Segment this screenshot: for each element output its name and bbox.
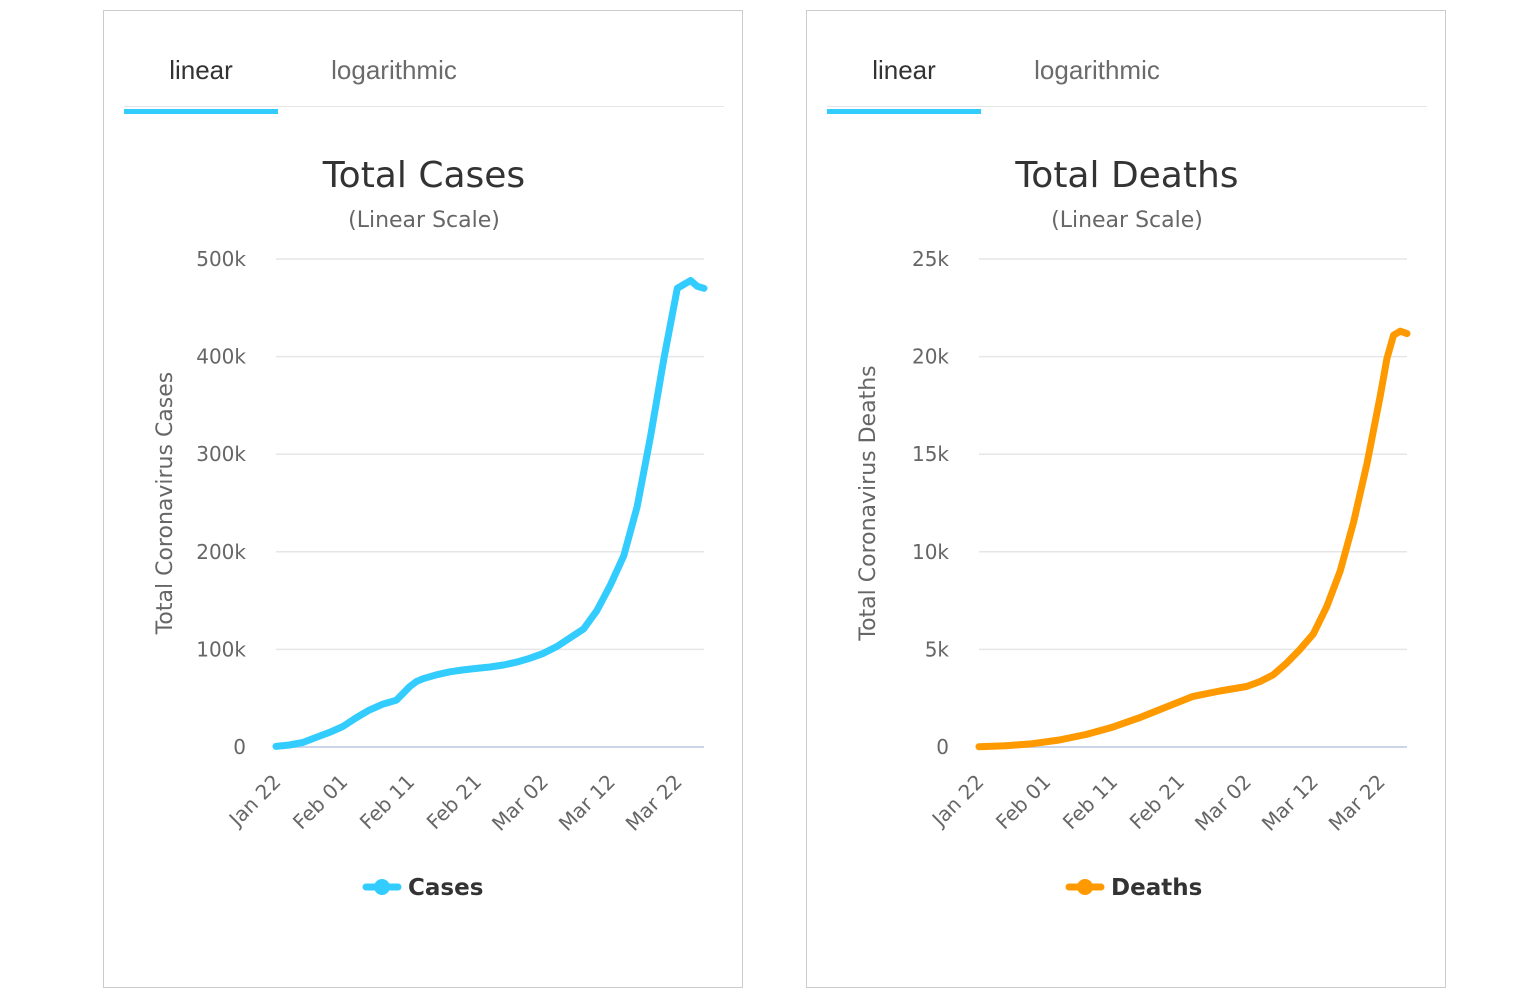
y-tick-label: 25k [912, 247, 949, 271]
tab-logarithmic[interactable]: logarithmic [1034, 55, 1160, 85]
x-tick-label: Feb 21 [422, 770, 487, 835]
y-tick-label: 200k [196, 540, 246, 564]
x-tick-label: Jan 22 [926, 770, 989, 833]
tab-logarithmic[interactable]: logarithmic [331, 55, 457, 85]
x-tick-label: Feb 11 [355, 770, 420, 835]
cases-chart-panel: linear logarithmic Total Cases (Linear Sc… [103, 10, 743, 988]
tab-divider [827, 106, 1427, 107]
chart-subtitle: (Linear Scale) [1051, 208, 1203, 233]
y-tick-label: 0 [233, 735, 246, 759]
x-tick-label: Mar 22 [621, 770, 687, 836]
tab-divider [124, 106, 724, 107]
y-tick-label: 100k [196, 637, 246, 661]
series-line-cases [272, 277, 708, 750]
y-tick-label: 0 [936, 735, 949, 759]
deaths-line-chart: Total Deaths (Linear Scale) 0 5k 10k 15k 20k 25… [856, 155, 1411, 901]
x-tick-label: Feb 21 [1125, 770, 1190, 835]
legend-symbol-marker [1077, 879, 1093, 895]
x-tick-label: Mar 12 [554, 770, 620, 836]
y-tick-label: 10k [912, 540, 949, 564]
tab-linear[interactable]: linear [169, 55, 233, 85]
active-tab-indicator [827, 109, 981, 114]
y-tick-label: 20k [912, 345, 949, 369]
tab-linear[interactable]: linear [872, 55, 936, 85]
x-tick-label: Mar 02 [1190, 770, 1256, 836]
y-tick-label: 15k [912, 442, 949, 466]
x-tick-label: Feb 01 [288, 770, 353, 835]
chart-subtitle: (Linear Scale) [348, 208, 500, 233]
cases-line-chart: Total Cases (Linear Scale) 0 100k 200k 300k 40… [153, 155, 708, 901]
legend-label: Cases [408, 875, 483, 901]
chart-title: Total Deaths [1014, 155, 1238, 196]
x-tick-label: Feb 01 [991, 770, 1056, 835]
x-tick-label: Mar 02 [487, 770, 553, 836]
x-tick-label: Jan 22 [223, 770, 286, 833]
x-tick-label: Feb 11 [1058, 770, 1123, 835]
y-axis-title: Total Coronavirus Deaths [856, 365, 881, 641]
deaths-chart-panel: linear logarithmic Total Deaths (Linear S… [806, 10, 1446, 988]
y-tick-label: 400k [196, 345, 246, 369]
y-axis-title: Total Coronavirus Cases [153, 372, 178, 636]
x-tick-label: Mar 12 [1257, 770, 1323, 836]
chart-title: Total Cases [322, 155, 525, 196]
y-tick-label: 500k [196, 247, 246, 271]
scale-tabs: linear logarithmic [124, 11, 724, 115]
y-tick-label: 300k [196, 442, 246, 466]
x-tick-label: Mar 22 [1324, 770, 1390, 836]
legend-label: Deaths [1111, 875, 1202, 901]
active-tab-indicator [124, 109, 278, 114]
scale-tabs: linear logarithmic [827, 11, 1427, 115]
legend-symbol-marker [374, 879, 390, 895]
series-line-deaths [975, 327, 1411, 751]
y-tick-label: 5k [925, 637, 950, 661]
